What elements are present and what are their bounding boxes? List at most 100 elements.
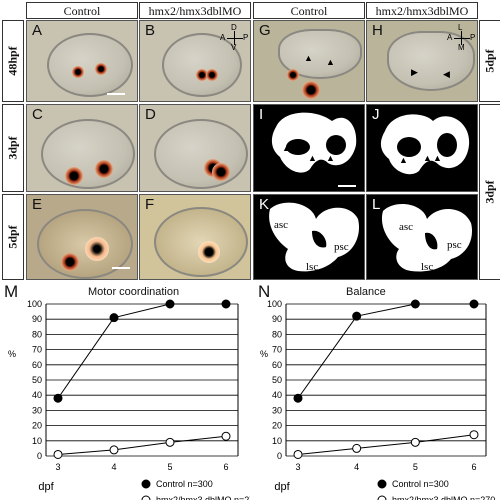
y-tick-label: 80 [272, 329, 282, 339]
data-point-control [109, 313, 119, 323]
scale-bar [107, 93, 125, 95]
y-tick-label: 60 [272, 360, 282, 370]
x-tick-label: 4 [354, 462, 359, 472]
row-label-5dpf: 5dpf [2, 194, 24, 280]
panel-b: D A P V B [139, 20, 251, 102]
legend-marker [141, 479, 151, 489]
x-tick-label: 5 [167, 462, 172, 472]
row-label-3dpf: 3dpf [2, 104, 24, 192]
data-point-mo [410, 437, 420, 447]
otolith [95, 160, 113, 178]
y-axis-label: % [8, 349, 16, 359]
row-label-right-3dpf: 3dpf [479, 104, 500, 280]
y-tick-label: 100 [267, 299, 282, 309]
panel-a: A [26, 20, 138, 102]
data-point-control [352, 311, 362, 321]
label-psc: psc [447, 239, 462, 251]
panel-h: ▶ ◀ L A P M H [366, 20, 478, 102]
otolith [61, 253, 79, 271]
y-tick-label: 90 [272, 314, 282, 324]
axis-label-p: P [243, 33, 249, 42]
x-tick-label: 4 [111, 462, 116, 472]
otolith [95, 63, 107, 75]
arrowhead: ▲ [433, 153, 442, 163]
arrowhead: ▲ [304, 53, 313, 63]
panel-letter: D [145, 106, 156, 123]
y-tick-label: 20 [272, 421, 282, 431]
series-line [297, 434, 475, 455]
y-tick-label: 0 [277, 451, 282, 461]
axis-cross [461, 31, 462, 45]
data-point-mo [221, 431, 231, 441]
axis-label-d: D [231, 23, 237, 32]
arrowhead: ▲ [326, 57, 335, 67]
legend-label: Control n=300 [156, 479, 213, 489]
arrowhead: ▶ [411, 67, 418, 77]
label-psc: psc [334, 241, 349, 253]
panel-g: ▲ ▲ G [253, 20, 365, 102]
panel-letter: G [259, 22, 271, 39]
panel-letter: K [259, 196, 270, 213]
y-tick-label: 50 [272, 375, 282, 385]
y-tick-label: 0 [37, 451, 42, 461]
arrowhead: ▲ [308, 153, 317, 163]
label-lsc: lsc [421, 261, 434, 273]
data-point-control [221, 299, 231, 309]
panel-f: F [139, 194, 251, 280]
panel-letter: J [372, 106, 380, 123]
panel-i: ▲ ▲ ▲ I [253, 104, 365, 192]
canal-cast [271, 112, 357, 173]
x-tick-label: 3 [295, 462, 300, 472]
arrowhead: ▲ [399, 155, 408, 165]
otolith [196, 69, 208, 81]
panel-letter: A [32, 22, 43, 39]
graph-letter-m: M [4, 282, 19, 301]
y-tick-label: 40 [272, 390, 282, 400]
header-control-right: Control [253, 2, 365, 19]
otic-vesicle [47, 33, 133, 97]
axis-label-l: L [458, 23, 463, 32]
otic-vesicle [162, 33, 242, 97]
legend-label: Control n=300 [392, 479, 449, 489]
x-tick-label: 6 [471, 462, 476, 472]
arrowhead: ▲ [282, 143, 291, 153]
panel-k: asc psc lsc K [253, 194, 365, 280]
header-mo-left: hmx2/hmx3dblMO [139, 2, 251, 19]
data-point-mo [165, 437, 175, 447]
y-tick-label: 90 [32, 314, 42, 324]
y-tick-label: 70 [272, 345, 282, 355]
data-point-control [165, 299, 175, 309]
panel-letter: H [372, 22, 383, 39]
header-mo-right: hmx2/hmx3dblMO [366, 2, 478, 19]
otolith [85, 237, 109, 261]
panel-letter: C [32, 106, 43, 123]
otolith [302, 81, 320, 99]
panel-letter: I [259, 106, 264, 123]
y-tick-label: 80 [32, 329, 42, 339]
axis-cross [454, 38, 470, 39]
data-point-mo [109, 445, 119, 455]
x-axis-label: dpf [38, 481, 54, 493]
data-point-control [410, 299, 420, 309]
x-axis-label: dpf [274, 481, 290, 493]
axis-label-m: M [458, 43, 465, 52]
y-tick-label: 10 [32, 436, 42, 446]
legend-label: hmx2/hmx3 dblMO n=270 [392, 495, 495, 500]
otic-vesicle [154, 119, 248, 189]
axis-label-v: V [231, 43, 237, 52]
y-tick-label: 40 [32, 390, 42, 400]
panel-d: D [139, 104, 251, 192]
panel-j: ▲ ▲ ▲ J [366, 104, 478, 192]
series-line [57, 303, 226, 399]
y-tick-label: 20 [32, 421, 42, 431]
y-tick-label: 100 [27, 299, 42, 309]
otic-vesicle [387, 31, 475, 91]
panel-letter: L [372, 196, 381, 213]
legend-label: hmx2/hmx3 dblMO n=270 [156, 495, 250, 500]
legend-marker [141, 495, 151, 500]
x-tick-label: 3 [55, 462, 60, 472]
chart-motor-coordination: 0 10 20 30 40 50 60 70 80 90 100 3 4 5 6% dpf Control n=… [8, 299, 250, 500]
data-point-control [293, 393, 303, 403]
label-asc: asc [274, 219, 289, 231]
panel-c: C [26, 104, 138, 192]
